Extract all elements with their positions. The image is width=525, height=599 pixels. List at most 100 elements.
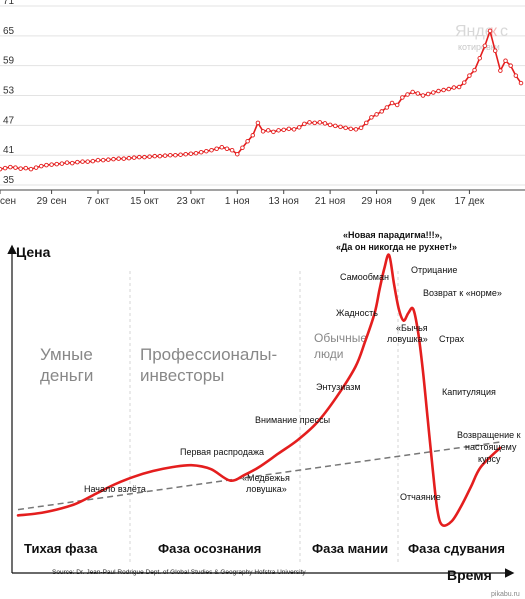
price-point xyxy=(193,150,199,156)
price-point xyxy=(147,154,152,159)
price-point xyxy=(152,153,158,159)
top-x-tick-label: 29 ноя xyxy=(361,196,391,207)
mean-trend-line xyxy=(17,441,501,511)
zone-smart-money-2: деньги xyxy=(40,366,93,385)
price-point xyxy=(131,155,137,160)
watermark-brand-a: Янде xyxy=(455,23,494,40)
label-return-mean-2: настоящему xyxy=(465,442,517,452)
price-point xyxy=(394,102,400,108)
price-point xyxy=(384,105,390,110)
label-denial: Отрицание xyxy=(411,265,457,275)
price-point xyxy=(286,126,292,132)
price-point xyxy=(167,152,173,158)
price-point xyxy=(436,88,441,94)
label-bull-trap-2: ловушка» xyxy=(387,334,428,344)
price-point xyxy=(33,165,39,170)
zone-institutional-1: Профессионалы- xyxy=(140,345,277,364)
top-x-tick-label: 21 ноя xyxy=(315,196,345,207)
price-point xyxy=(441,87,446,93)
price-point xyxy=(44,162,49,168)
label-enthusiasm: Энтузиазм xyxy=(316,382,361,392)
price-point xyxy=(75,159,80,165)
price-point xyxy=(462,80,467,85)
phase-awareness: Фаза осознания xyxy=(158,541,261,556)
price-point xyxy=(100,157,106,163)
label-greed: Жадность xyxy=(336,308,378,318)
price-point xyxy=(400,95,405,100)
top-y-tick-label: 35 xyxy=(3,175,15,186)
price-point xyxy=(353,127,359,132)
price-point xyxy=(49,162,54,167)
price-point xyxy=(250,133,256,138)
price-point xyxy=(188,151,194,156)
zone-smart-money-1: Умные xyxy=(40,345,93,364)
price-point xyxy=(374,112,379,117)
top-x-tick-label: 15 окт xyxy=(130,196,159,207)
price-point xyxy=(18,166,23,171)
watermark-brand-c: с xyxy=(500,23,508,40)
label-bear-trap-2: ловушка» xyxy=(246,484,287,494)
price-point xyxy=(64,160,70,165)
price-point xyxy=(431,90,436,95)
label-despair: Отчаяние xyxy=(400,492,441,502)
label-paradigm-1: «Новая парадигма!!!», xyxy=(343,230,442,240)
top-x-tick-label: сен xyxy=(0,196,16,207)
price-point xyxy=(95,157,101,163)
price-point xyxy=(513,73,519,78)
price-point xyxy=(322,121,328,126)
price-point xyxy=(54,161,59,167)
label-return-mean-3: курсу xyxy=(478,454,501,464)
label-bear-trap-1: «Медвежья xyxy=(242,473,290,483)
price-point xyxy=(204,148,209,154)
price-point xyxy=(178,152,183,157)
price-point xyxy=(503,58,508,63)
price-point xyxy=(214,146,219,151)
zone-public-1: Обычные xyxy=(314,331,367,345)
top-x-tick-label: 17 дек xyxy=(455,196,485,207)
price-point xyxy=(415,91,421,96)
price-point xyxy=(265,128,271,133)
label-bull-trap-1: «Бычья xyxy=(396,323,428,333)
yandex-watermark: Янде к с котировки xyxy=(455,23,508,52)
top-x-ticks: сен 29 сен 7 окт 15 окт 23 окт 1 ноя 13 ноя 21 … xyxy=(0,190,485,207)
zone-public-2: люди xyxy=(314,347,343,361)
price-point xyxy=(302,121,307,127)
price-point xyxy=(229,147,235,153)
label-first-selloff: Первая распродажа xyxy=(180,447,264,457)
price-point xyxy=(296,125,302,130)
phase-mania: Фаза мании xyxy=(312,541,388,556)
phase-blowoff: Фаза сдувания xyxy=(408,541,505,556)
price-point xyxy=(235,151,240,157)
price-point xyxy=(456,84,462,90)
top-y-tick-label: 53 xyxy=(3,86,15,97)
price-point xyxy=(260,129,266,134)
x-axis-title: Время xyxy=(447,567,492,583)
top-y-tick-label: 71 xyxy=(3,0,15,7)
top-y-tick-label: 41 xyxy=(3,145,15,156)
label-capitulation: Капитуляция xyxy=(442,387,496,397)
price-point xyxy=(8,164,13,170)
bubble-stages-chart: Цена Время Умные деньги Профессионалы- и… xyxy=(7,230,521,598)
label-takeoff: Начало взлёта xyxy=(84,484,146,494)
price-point xyxy=(121,156,127,161)
label-media: Внимание прессы xyxy=(255,415,330,425)
price-point xyxy=(281,127,286,133)
price-point xyxy=(80,159,85,164)
top-x-tick-label: 29 сен xyxy=(37,196,67,207)
top-x-tick-label: 7 окт xyxy=(87,196,110,207)
price-point xyxy=(59,161,65,166)
price-point xyxy=(0,166,3,172)
price-point xyxy=(369,115,374,120)
top-x-tick-label: 13 ноя xyxy=(269,196,299,207)
price-point xyxy=(338,124,343,130)
price-point xyxy=(13,165,18,170)
price-point xyxy=(276,128,281,133)
price-point xyxy=(420,93,426,98)
price-point xyxy=(255,120,261,126)
price-point xyxy=(137,154,142,160)
source-note: Source: Dr. Jean-Paul Rodrigue Dept. of … xyxy=(52,569,306,576)
top-y-ticks: 35 41 47 53 59 65 71 xyxy=(3,0,15,186)
price-point xyxy=(358,125,364,131)
top-y-tick-label: 59 xyxy=(3,56,15,67)
label-paradigm-2: «Да он никогда не рухнет!» xyxy=(336,242,457,252)
